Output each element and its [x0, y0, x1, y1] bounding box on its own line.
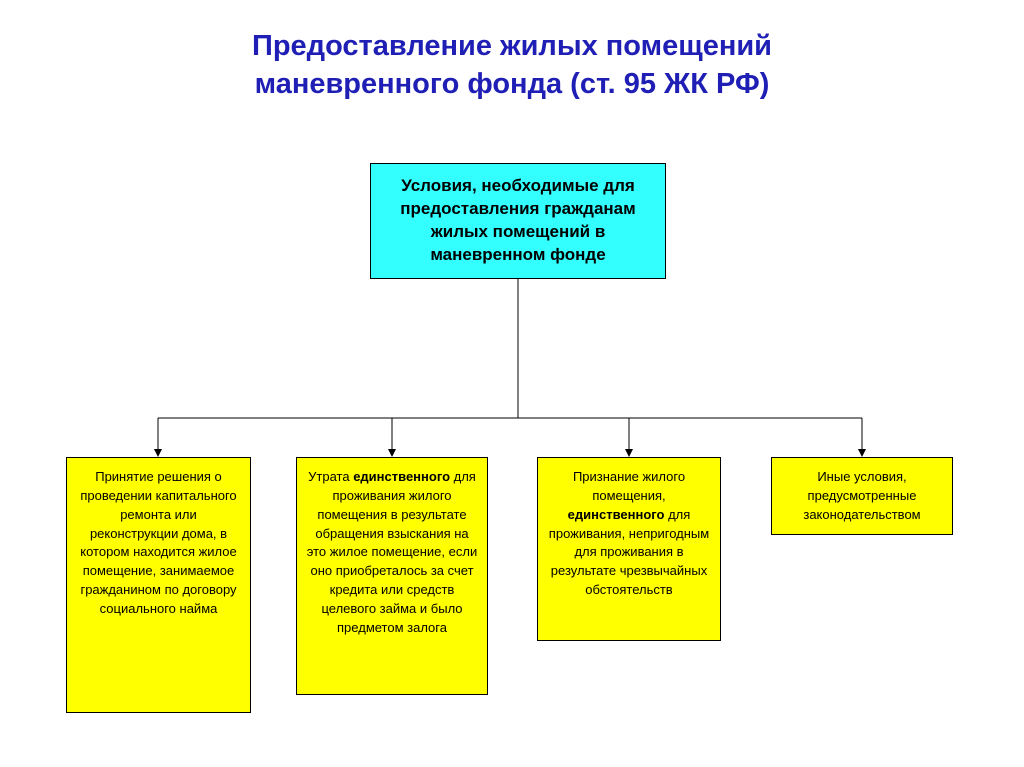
- root-text-bold: маневренном фонде: [430, 245, 605, 264]
- page-title: Предоставление жилых помещений маневренн…: [0, 0, 1024, 103]
- leaf-1-text: Принятие решения о проведении капитально…: [75, 468, 242, 619]
- leaf-box-3: Признание жилого помещения, единственног…: [537, 457, 721, 641]
- leaf-4-text: Иные условия, предусмотренные законодате…: [780, 468, 944, 525]
- root-text: Условия, необходимые для предоставления …: [383, 175, 653, 267]
- title-line2: маневренного фонда (ст. 95 ЖК РФ): [255, 68, 770, 100]
- root-text-pre: Условия, необходимые для предоставления …: [400, 176, 635, 241]
- title-line1: Предоставление жилых помещений: [252, 30, 772, 62]
- leaf-box-4: Иные условия, предусмотренные законодате…: [771, 457, 953, 535]
- root-condition-box: Условия, необходимые для предоставления …: [370, 163, 666, 279]
- leaf-box-1: Принятие решения о проведении капитально…: [66, 457, 251, 713]
- leaf-3-text: Признание жилого помещения, единственног…: [546, 468, 712, 600]
- leaf-2-text: Утрата единственного для проживания жило…: [305, 468, 479, 638]
- leaf-box-2: Утрата единственного для проживания жило…: [296, 457, 488, 695]
